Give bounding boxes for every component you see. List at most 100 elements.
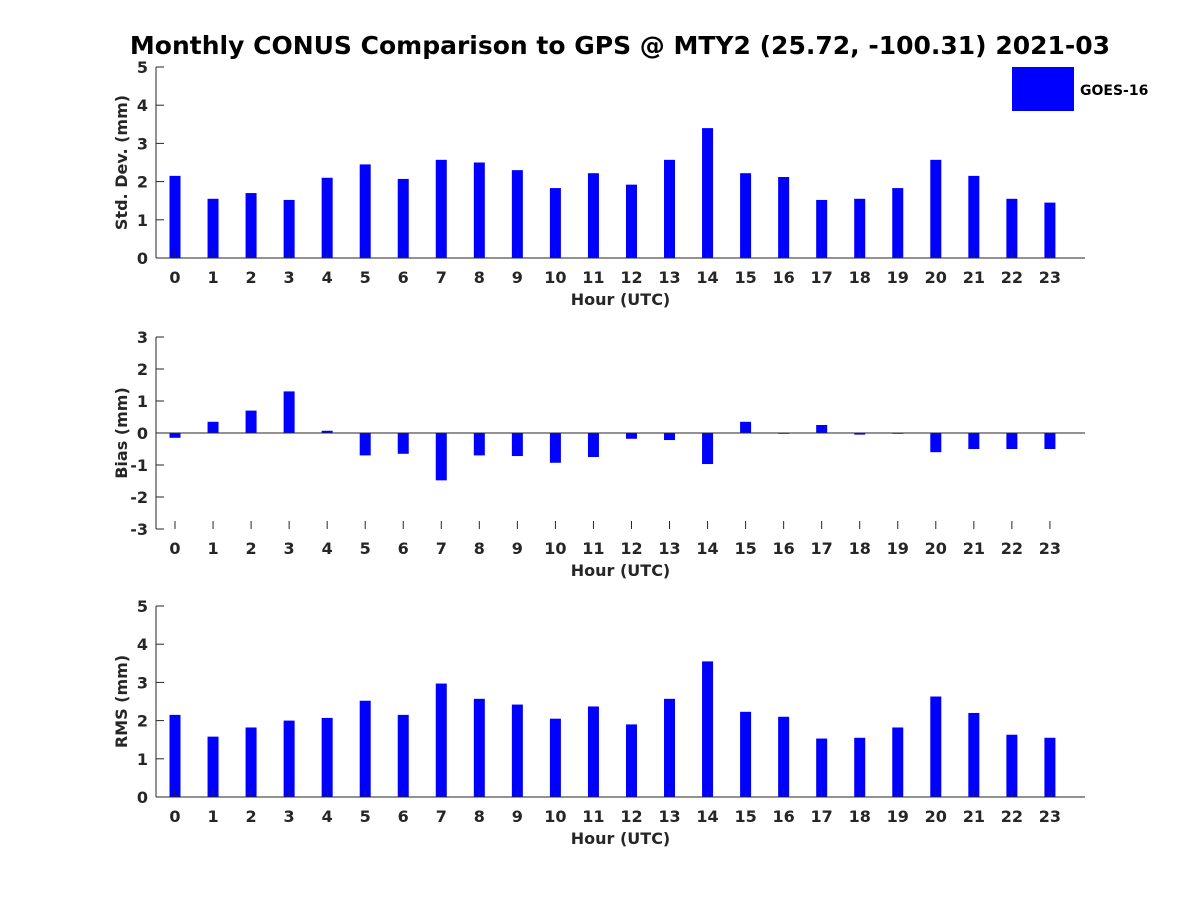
legend-swatch [1012,67,1074,111]
x-tick-label: 21 [963,807,985,826]
x-tick-label: 2 [246,539,257,558]
x-tick-label: 22 [1001,268,1023,287]
bar-bias-hour-10 [549,433,561,463]
bar-std-dev-hour-20 [930,159,942,258]
x-tick-label: 6 [398,539,409,558]
bar-std-dev-hour-1 [207,198,219,258]
x-tick-label: 14 [696,807,718,826]
x-tick-label: 2 [246,807,257,826]
bar-rms-hour-8 [473,698,485,797]
bar-bias-hour-1 [207,421,219,433]
bar-rms-hour-21 [968,712,980,797]
x-tick-label: 5 [360,268,371,287]
bar-bias-hour-2 [245,410,257,433]
bar-bias-hour-11 [587,433,599,457]
x-tick-label: 3 [284,539,295,558]
x-tick-label: 21 [963,539,985,558]
x-tick-label: 9 [512,268,523,287]
bar-bias-hour-17 [816,425,828,433]
x-tick-label: 13 [658,268,680,287]
x-tick-label: 0 [169,807,180,826]
x-tick-label: 18 [849,539,871,558]
bar-rms-hour-11 [587,706,599,797]
x-tick-label: 13 [658,539,680,558]
x-tick-label: 23 [1039,268,1061,287]
legend-label: GOES-16 [1080,83,1148,99]
x-tick-label: 0 [169,539,180,558]
y-tick-label: 4 [137,96,148,115]
bar-std-dev-hour-18 [854,198,866,258]
bar-rms-hour-1 [207,736,219,797]
bar-bias-hour-20 [930,433,942,453]
x-tick-label: 17 [811,807,833,826]
x-tick-label: 15 [734,268,756,287]
y-tick-label: 3 [137,134,148,153]
bar-bias-hour-14 [702,433,714,465]
x-tick-label: 4 [322,807,333,826]
x-tick-label: 3 [284,807,295,826]
x-tick-label: 17 [811,539,833,558]
bar-std-dev-hour-8 [473,162,485,258]
bar-bias-hour-6 [397,433,409,454]
y-tick-label: 0 [137,249,148,268]
x-tick-label: 19 [887,807,909,826]
bar-rms-hour-15 [740,711,752,797]
bar-bias-hour-9 [511,433,523,457]
x-tick-label: 5 [360,539,371,558]
x-tick-label: 15 [734,807,756,826]
bar-rms-hour-16 [778,716,790,797]
bar-std-dev-hour-17 [816,199,828,258]
y-tick-label: 4 [137,635,148,654]
y-axis-label: Std. Dev. (mm) [112,95,131,230]
x-tick-label: 17 [811,268,833,287]
x-tick-label: 20 [925,268,947,287]
x-tick-label: 4 [322,268,333,287]
y-tick-label: -3 [130,520,148,539]
bar-std-dev-hour-2 [245,193,257,258]
bar-bias-hour-21 [968,433,980,449]
x-tick-label: 16 [773,807,795,826]
bar-rms-hour-22 [1006,734,1018,797]
bar-rms-hour-17 [816,738,828,797]
bar-bias-hour-22 [1006,433,1018,449]
bar-std-dev-hour-13 [664,159,676,258]
bar-rms-hour-5 [359,700,371,797]
x-tick-label: 9 [512,539,523,558]
x-tick-label: 1 [207,807,218,826]
x-tick-label: 12 [620,539,642,558]
x-tick-label: 4 [322,539,333,558]
bar-rms-hour-2 [245,727,257,797]
x-axis-label: Hour (UTC) [571,561,671,580]
x-tick-label: 11 [582,539,604,558]
y-axis-label: RMS (mm) [112,655,131,748]
x-tick-label: 14 [696,268,718,287]
x-tick-label: 8 [474,807,485,826]
bar-std-dev-hour-4 [321,177,333,258]
bar-bias-hour-4 [321,430,333,433]
bar-bias-hour-0 [169,433,181,438]
x-tick-label: 5 [360,807,371,826]
bar-rms-hour-13 [664,698,676,797]
x-tick-label: 3 [284,268,295,287]
bar-rms-hour-12 [625,724,637,797]
x-tick-label: 13 [658,807,680,826]
y-tick-label: 2 [137,173,148,192]
x-tick-label: 18 [849,807,871,826]
bar-rms-hour-14 [702,661,714,797]
x-axis-label: Hour (UTC) [571,829,671,848]
bar-rms-hour-3 [283,720,295,797]
bar-rms-hour-7 [435,683,447,797]
x-tick-label: 21 [963,268,985,287]
bar-bias-hour-13 [664,433,676,441]
bar-bias-hour-3 [283,391,295,433]
bar-std-dev-hour-6 [397,178,409,258]
bar-rms-hour-18 [854,737,866,797]
bar-rms-hour-4 [321,717,333,797]
bar-bias-hour-18 [854,433,866,435]
legend: GOES-16 [1012,67,1148,111]
x-tick-label: 2 [246,268,257,287]
x-tick-label: 14 [696,539,718,558]
